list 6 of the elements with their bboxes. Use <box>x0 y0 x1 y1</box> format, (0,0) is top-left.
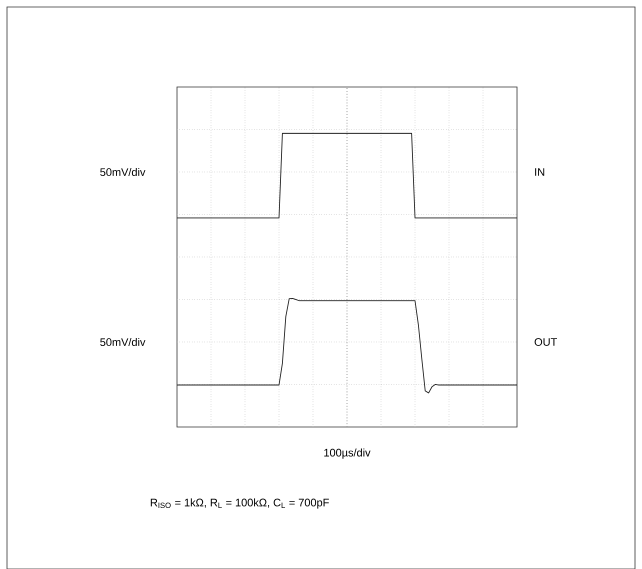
text: 50mV/div <box>100 338 146 346</box>
text: R$_{ISO}$ = 1kΩ, R$_{L}$ = 100kΩ, C$_{L}$ = 700pF <box>150 498 329 508</box>
text: OUT <box>534 338 558 346</box>
x-axis-title: 100µs/div <box>324 448 371 459</box>
text: IN <box>535 168 544 176</box>
text: 50mV/div <box>100 168 146 176</box>
